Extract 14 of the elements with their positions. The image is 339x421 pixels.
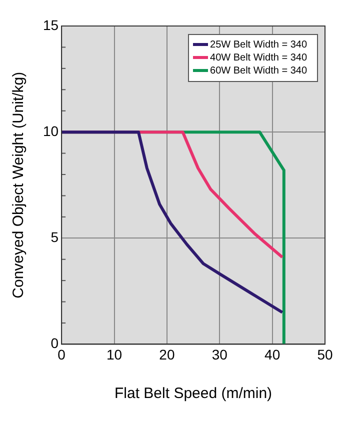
y-tick-label: 10 (42, 122, 59, 139)
x-tick-label: 50 (317, 346, 333, 362)
y-tick-label: 15 (42, 16, 59, 33)
x-axis-title: Flat Belt Speed (m/min) (114, 385, 272, 402)
legend-label: 60W Belt Width = 340 (210, 65, 308, 76)
y-tick-label: 5 (50, 228, 59, 245)
x-tick-label: 30 (212, 346, 228, 362)
legend-label: 25W Belt Width = 340 (210, 39, 308, 50)
y-tick-label: 0 (50, 335, 59, 352)
x-tick-label: 40 (264, 346, 280, 362)
x-tick-label: 20 (159, 346, 175, 362)
x-tick-label: 10 (106, 346, 122, 362)
y-axis-title: Conveyed Object Weight (Unit/kg) (10, 72, 28, 298)
legend-label: 40W Belt Width = 340 (210, 52, 308, 64)
